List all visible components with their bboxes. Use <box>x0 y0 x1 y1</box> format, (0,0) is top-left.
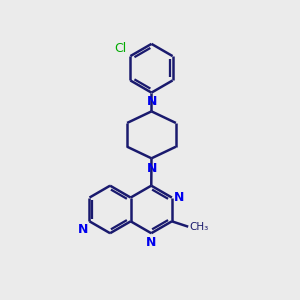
Text: N: N <box>147 162 157 175</box>
Text: Cl: Cl <box>115 42 127 55</box>
Text: N: N <box>146 236 157 249</box>
Text: N: N <box>147 95 157 108</box>
Text: N: N <box>78 223 88 236</box>
Text: N: N <box>174 191 184 204</box>
Text: CH₃: CH₃ <box>190 222 209 232</box>
